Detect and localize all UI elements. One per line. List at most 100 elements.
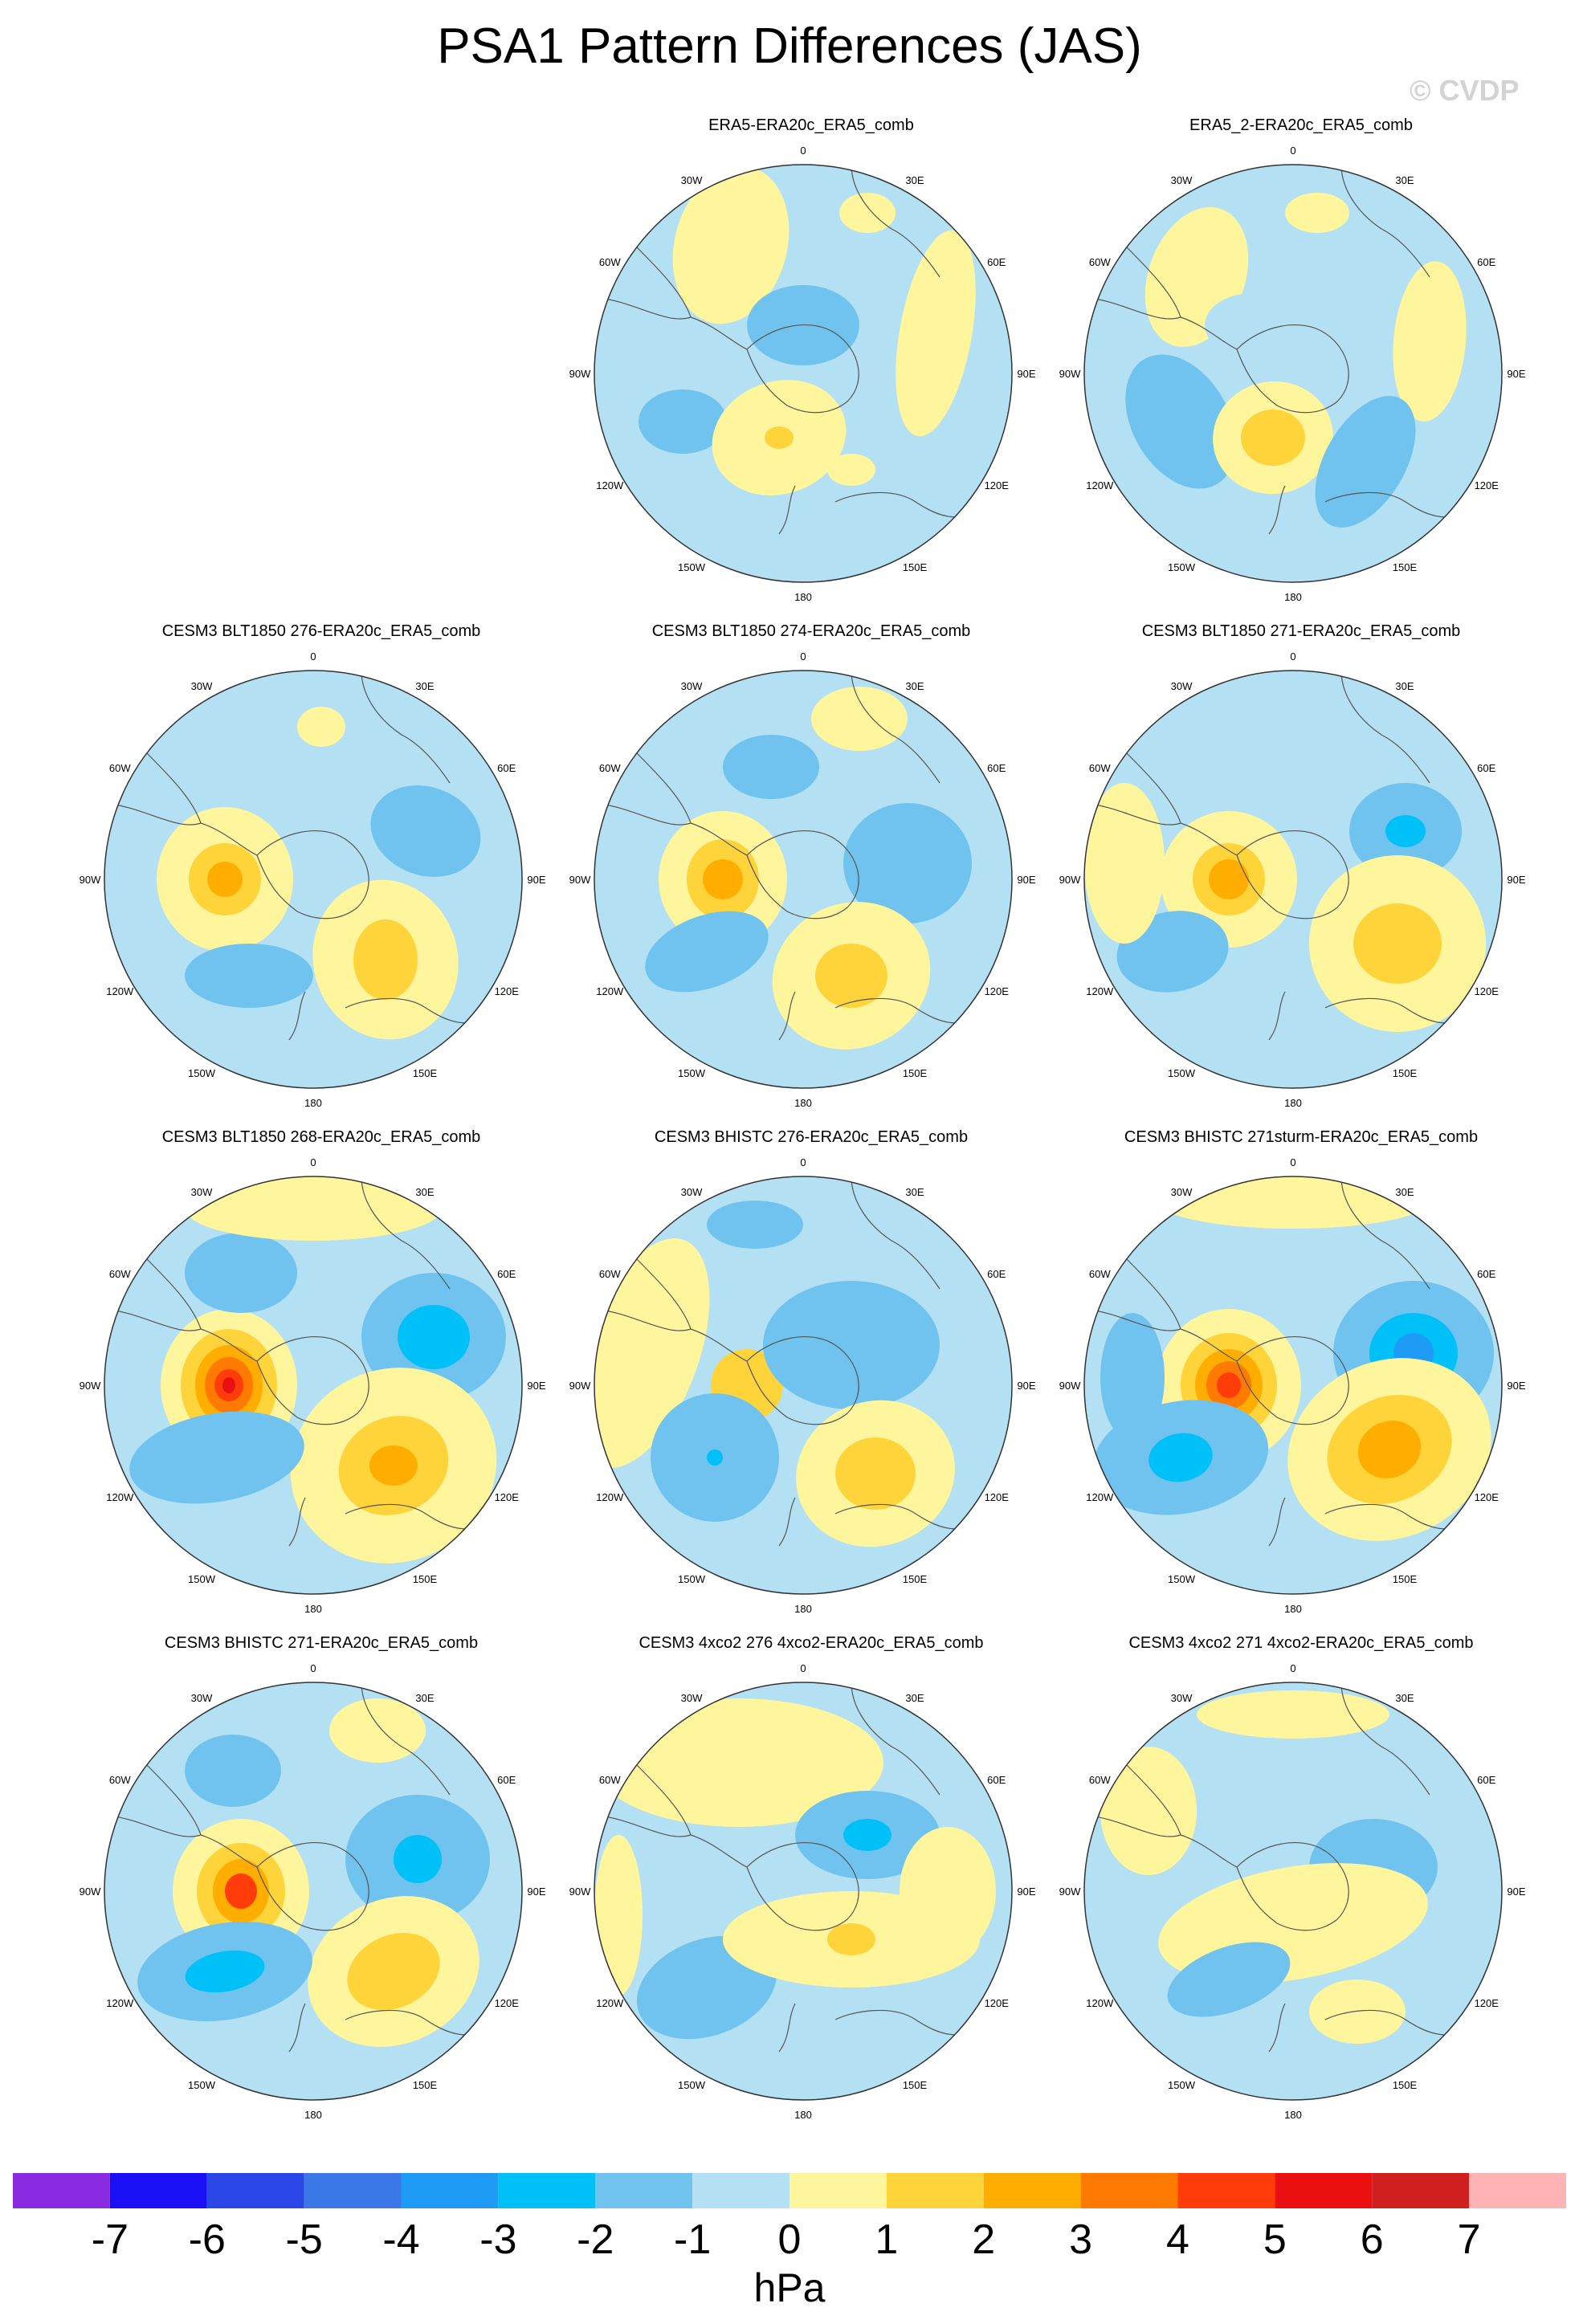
longitude-label: 150W xyxy=(678,1573,706,1585)
anomaly-contour xyxy=(370,785,481,877)
anomaly-contour xyxy=(1157,1176,1430,1229)
coastline xyxy=(1340,165,1430,278)
anomaly-contour xyxy=(594,1835,643,1996)
anomaly-contour xyxy=(1285,193,1349,233)
colorbar-segment xyxy=(304,2173,402,2208)
longitude-label: 180 xyxy=(1284,1603,1302,1615)
longitude-label: 90E xyxy=(1507,368,1525,380)
longitude-label: 60E xyxy=(497,1268,516,1280)
coastline xyxy=(256,830,369,919)
coastline xyxy=(1236,324,1349,414)
longitude-label: 120E xyxy=(495,985,520,997)
anomaly-contour xyxy=(703,859,743,899)
colorbar-segment xyxy=(1080,2173,1178,2208)
polar-map: 0 30E 60E 90E 120E 150E 180 150W 120W 90W 60W 30W xyxy=(1059,1156,1526,1615)
map-border xyxy=(1083,1176,1503,1595)
coastline xyxy=(1340,671,1430,784)
longitude-label: 60E xyxy=(497,1774,516,1786)
longitude-label: 90W xyxy=(569,1886,591,1898)
map-border xyxy=(1083,1682,1503,2101)
coastline xyxy=(1268,2003,1286,2053)
longitude-label: 30E xyxy=(1395,680,1414,692)
polar-map: 0 30E 60E 90E 120E 150E 180 150W 120W 90W 60W 30W xyxy=(1059,145,1526,603)
polar-map: 0 30E 60E 90E 120E 150E 180 150W 120W 90W 60W 30W xyxy=(80,1662,546,2121)
anomaly-contour xyxy=(1167,1942,1291,2017)
longitude-label: 60W xyxy=(109,1774,131,1786)
coastlines xyxy=(594,165,997,535)
anomaly-contour xyxy=(185,1735,281,1807)
anomaly-contour xyxy=(707,1201,803,1249)
longitude-label: 60E xyxy=(1477,1774,1495,1786)
colorbar-unit: hPa xyxy=(754,2265,826,2310)
watermark: © CVDP xyxy=(1410,74,1520,107)
colorbar-tick-label: -7 xyxy=(92,2216,129,2263)
map-border xyxy=(1083,670,1503,1089)
longitude-label: 150E xyxy=(903,1067,928,1079)
colorbar-tick-label: -3 xyxy=(479,2216,516,2263)
longitude-label: 180 xyxy=(1284,2109,1302,2121)
coastline xyxy=(746,1336,859,1425)
longitude-label: 30W xyxy=(1171,680,1193,692)
map-panel: ERA5-ERA20c_ERA5_comb 0 30E 60E 90E 120E 150E 1… xyxy=(569,116,1052,614)
longitude-label: 90W xyxy=(569,368,591,380)
anomaly-contour xyxy=(394,1835,442,1883)
anomaly-contour xyxy=(1100,1747,1197,1875)
longitude-label: 150W xyxy=(1168,2079,1196,2091)
colorbar-tick-label: -6 xyxy=(189,2216,226,2263)
anomaly-contour xyxy=(811,687,908,751)
longitude-label: 120W xyxy=(1086,1997,1114,2009)
map-panel: CESM3 BHISTC 271-ERA20c_ERA5_comb 0 30E 60E… xyxy=(80,1634,562,2132)
map-panel: CESM3 BHISTC 271sturm-ERA20c_ERA5_comb 0 3… xyxy=(1059,1128,1542,1626)
longitude-label: 0 xyxy=(1290,145,1295,157)
longitude-label: 150E xyxy=(903,2079,928,2091)
coastline xyxy=(256,1842,369,1931)
coastline xyxy=(690,822,748,856)
longitude-label: 150W xyxy=(1168,1067,1196,1079)
longitude-label: 150E xyxy=(413,1067,438,1079)
longitude-label: 0 xyxy=(1290,1156,1295,1168)
longitude-label: 30E xyxy=(905,680,924,692)
longitude-label: 30E xyxy=(905,174,924,186)
longitude-label: 60W xyxy=(1089,1774,1111,1786)
longitude-label: 120W xyxy=(1086,1491,1114,1503)
longitude-label: 0 xyxy=(1290,650,1295,663)
longitude-label: 150E xyxy=(413,2079,438,2091)
longitude-label: 0 xyxy=(1290,1662,1295,1674)
anomaly-contour xyxy=(1353,903,1442,984)
colorbar-segment xyxy=(1275,2173,1373,2208)
longitude-label: 120E xyxy=(985,479,1010,491)
longitude-label: 120E xyxy=(1475,1997,1499,2009)
longitude-label: 0 xyxy=(800,1662,806,1674)
coastline xyxy=(288,2003,306,2053)
anomaly-contour xyxy=(1357,1421,1422,1478)
coastline xyxy=(690,316,748,350)
coastline xyxy=(361,1682,451,1796)
coastline xyxy=(1236,1336,1349,1425)
coastline xyxy=(1180,822,1238,856)
longitude-label: 150W xyxy=(188,1067,216,1079)
longitude-label: 120W xyxy=(1086,985,1114,997)
coastline xyxy=(288,991,306,1041)
anomaly-contour xyxy=(1241,410,1305,466)
longitude-label: 180 xyxy=(1284,591,1302,603)
longitude-label: 180 xyxy=(1284,1097,1302,1109)
anomaly-contour xyxy=(297,707,345,747)
colorbar-segment xyxy=(886,2173,984,2208)
longitude-label: 30E xyxy=(415,1186,434,1198)
longitude-label: 90W xyxy=(1059,874,1081,886)
colorbar-segment xyxy=(401,2173,499,2208)
map-panel: CESM3 4xco2 271 4xco2-ERA20c_ERA5_comb 0 3… xyxy=(1059,1634,1542,2132)
colorbar-segment xyxy=(1372,2173,1470,2208)
longitude-label: 150E xyxy=(1393,1067,1418,1079)
longitude-label: 90E xyxy=(1017,1380,1035,1392)
longitude-label: 150W xyxy=(188,2079,216,2091)
longitude-label: 150W xyxy=(188,1573,216,1585)
longitude-label: 180 xyxy=(794,591,812,603)
anomaly-contour xyxy=(185,944,313,1008)
anomaly-contour xyxy=(645,911,769,993)
longitude-label: 60W xyxy=(599,1774,621,1786)
anomaly-contour xyxy=(1217,1372,1241,1398)
anomaly-contour xyxy=(827,454,875,486)
coastline xyxy=(690,1834,748,1868)
anomaly-contour xyxy=(672,165,790,324)
